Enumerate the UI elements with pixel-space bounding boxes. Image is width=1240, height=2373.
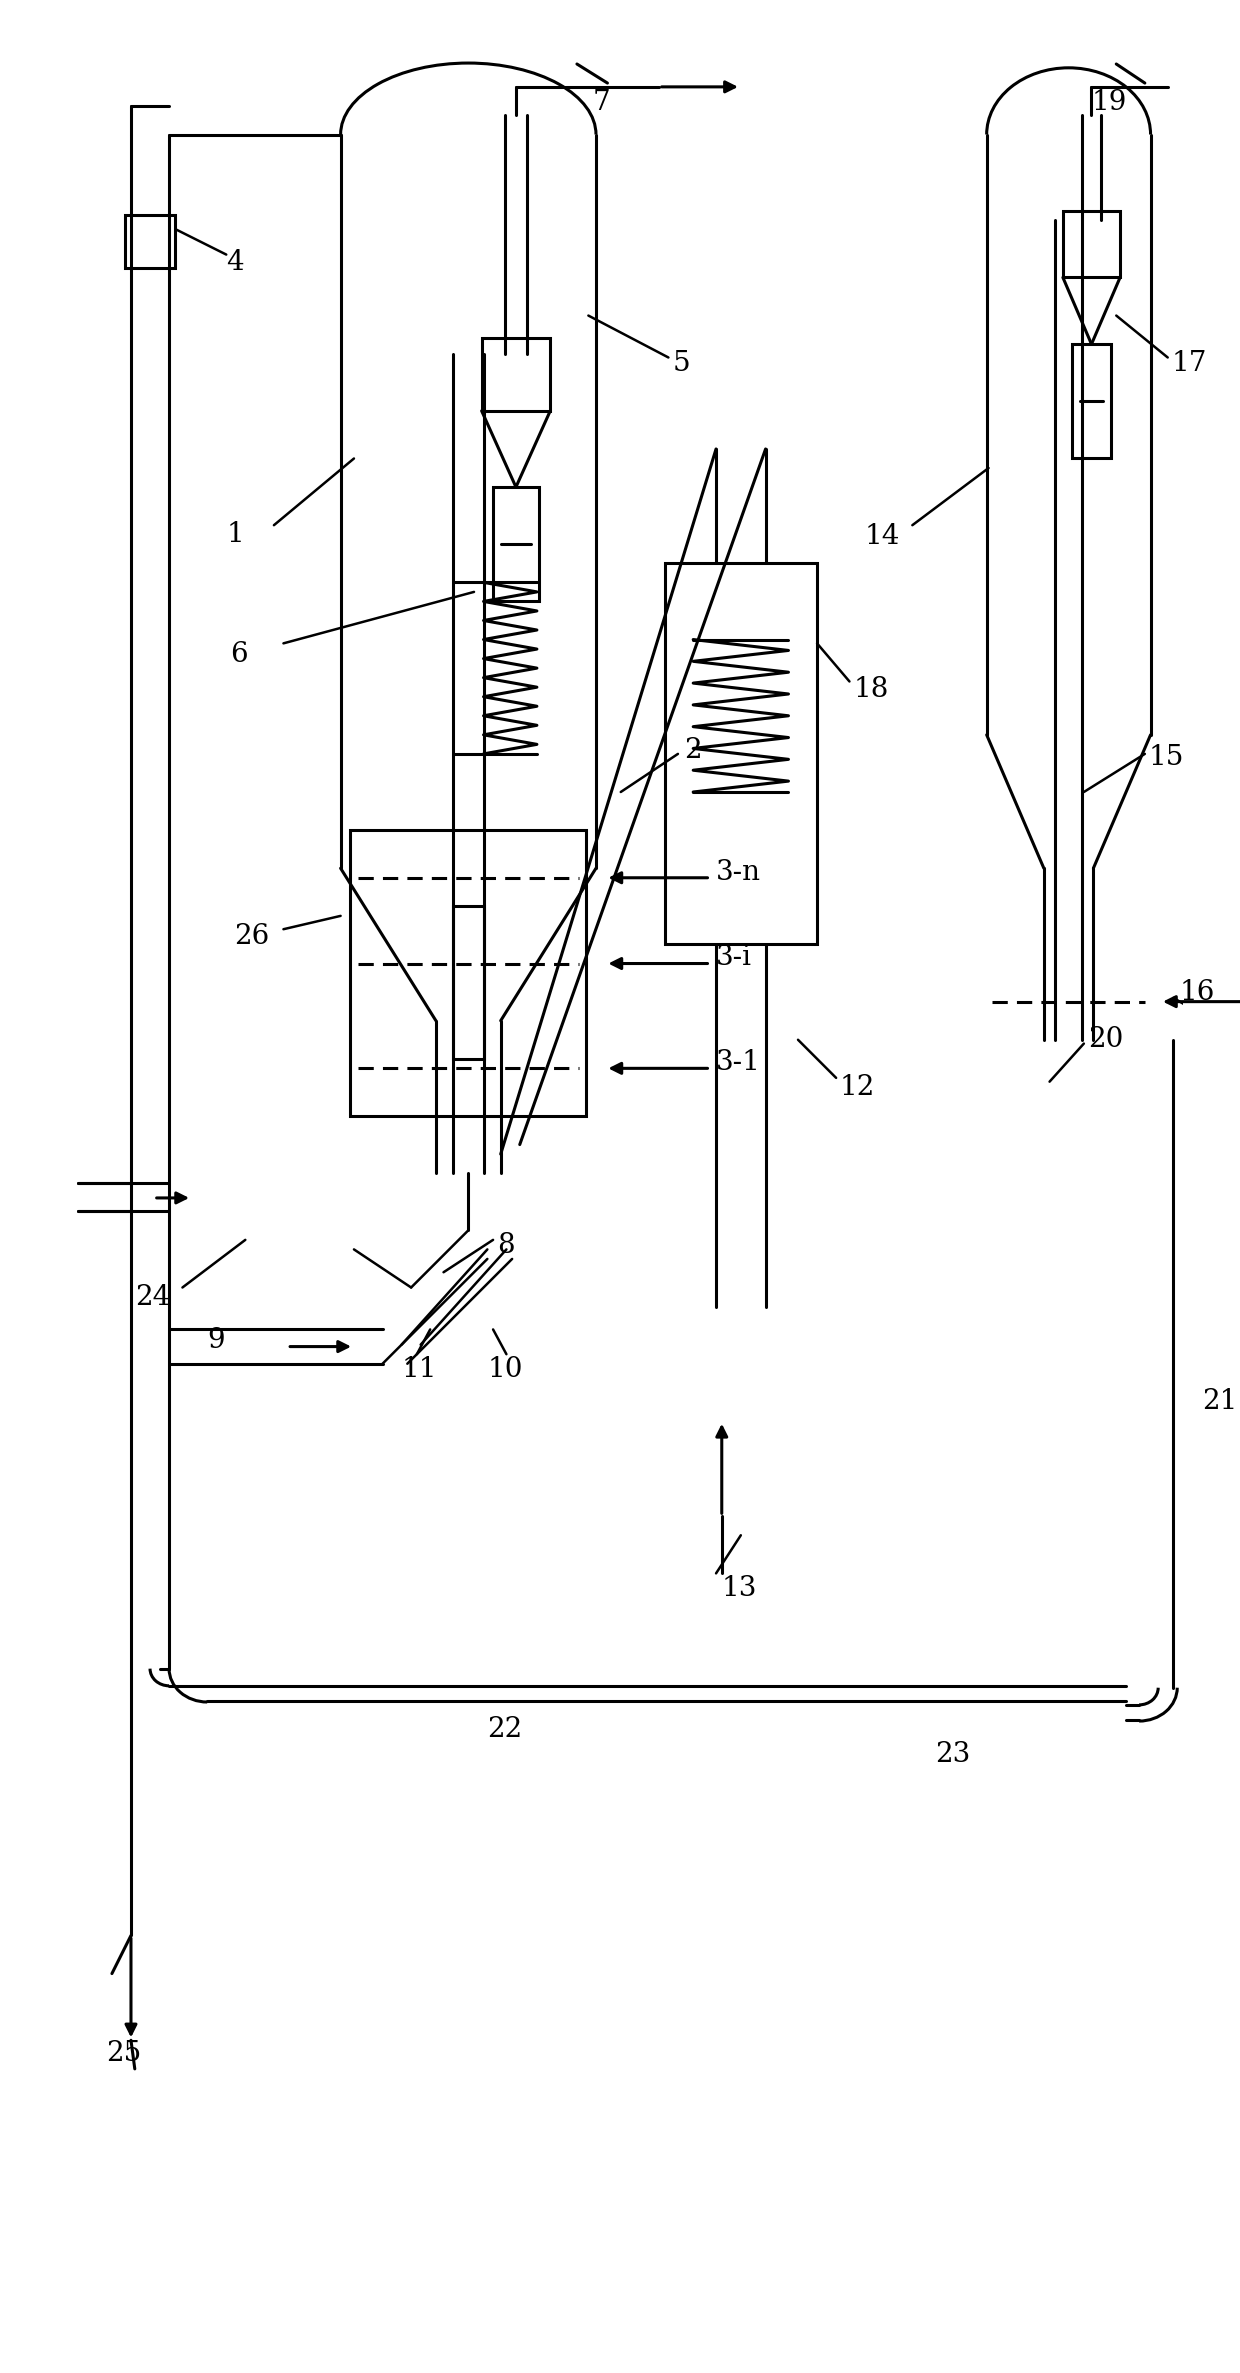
Text: 23: 23 (935, 1742, 971, 1768)
Text: 10: 10 (487, 1355, 523, 1383)
Text: 21: 21 (1202, 1388, 1238, 1414)
Bar (125, 214, 175, 268)
Bar (350, 831, 587, 1115)
Text: 14: 14 (864, 522, 900, 551)
Text: 1: 1 (226, 522, 244, 548)
Text: 17: 17 (1172, 349, 1207, 377)
Text: 5: 5 (672, 349, 689, 377)
Bar (494, 486, 539, 600)
Text: 8: 8 (497, 1232, 515, 1260)
Bar (1073, 344, 1111, 458)
Text: 6: 6 (231, 641, 248, 669)
Text: 3-n: 3-n (715, 859, 761, 885)
Text: 26: 26 (234, 923, 269, 949)
Text: 3-i: 3-i (715, 944, 751, 971)
Text: 18: 18 (853, 676, 889, 702)
Bar (453, 906, 484, 1058)
Bar (665, 562, 817, 944)
Text: 16: 16 (1179, 978, 1214, 1006)
Text: 2: 2 (683, 736, 702, 764)
Bar (1063, 211, 1120, 278)
Text: 11: 11 (402, 1355, 438, 1383)
Text: 15: 15 (1148, 745, 1184, 771)
Text: 25: 25 (107, 2041, 141, 2067)
Bar (481, 339, 551, 411)
Text: 9: 9 (207, 1327, 224, 1355)
Text: 3-1: 3-1 (715, 1049, 761, 1075)
Text: 12: 12 (839, 1075, 875, 1101)
Text: 19: 19 (1091, 88, 1127, 116)
Text: 24: 24 (135, 1284, 170, 1310)
Text: 22: 22 (487, 1716, 522, 1744)
Text: 13: 13 (722, 1576, 758, 1602)
Text: 4: 4 (226, 249, 244, 275)
Text: 20: 20 (1087, 1025, 1123, 1054)
Text: 7: 7 (593, 88, 610, 116)
